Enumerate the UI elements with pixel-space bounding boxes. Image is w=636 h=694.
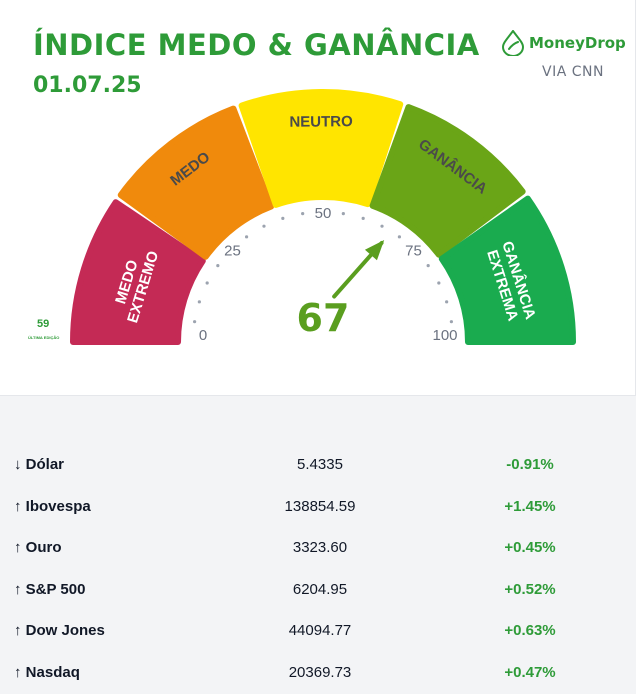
gauge-tick-label: 75 (405, 242, 422, 259)
gauge-dot (301, 212, 305, 216)
page-title: ÍNDICE MEDO & GANÂNCIA (33, 28, 480, 62)
gauge-dot (197, 300, 201, 304)
gauge-tick-label: 0 (199, 327, 207, 344)
asset-name: ↑ Dow Jones (14, 622, 105, 640)
table-row: ↑ Ibovespa 138854.59 +1.45% (0, 486, 636, 528)
trend-arrow-icon: ↑ (14, 497, 22, 515)
table-row: ↑ S&P 500 6204.95 +0.52% (0, 569, 636, 611)
brand-name: MoneyDrop (529, 34, 626, 52)
gauge-dot (397, 235, 402, 239)
asset-change: +0.47% (504, 663, 556, 681)
trend-arrow-icon: ↑ (14, 663, 22, 681)
gauge-segment (438, 195, 576, 345)
table-row: ↑ Nasdaq 20369.73 +0.47% (0, 652, 636, 694)
asset-value: 44094.77 (288, 622, 352, 640)
gauge-needle-head (364, 240, 385, 261)
trend-arrow-icon: ↑ (14, 622, 22, 640)
index-date: 01.07.25 (33, 73, 142, 98)
gauge-dot (361, 216, 365, 220)
asset-change: -0.91% (506, 456, 554, 473)
asset-change: +1.45% (504, 497, 556, 515)
gauge-dot (262, 224, 266, 228)
trend-arrow-icon: ↓ (14, 456, 22, 473)
asset-value: 6204.95 (292, 580, 348, 598)
gauge-segment (238, 89, 404, 208)
asset-value: 138854.59 (284, 497, 356, 515)
gauge-segment (369, 104, 526, 258)
fear-greed-gauge: MEDOEXTREMOMEDONEUTROGANÂNCIAGANÂNCIAEXT… (70, 89, 576, 345)
via-source: VIA CNN (542, 64, 604, 80)
gauge-dot (380, 224, 384, 228)
asset-change: +0.63% (504, 622, 556, 640)
asset-value: 5.4335 (297, 456, 343, 473)
table-row: ↑ Dow Jones 44094.77 +0.63% (0, 610, 636, 652)
table-row: ↓ Dólar 5.4335 -0.91% (0, 444, 636, 486)
previous-label: ÚLTIMA EDIÇÃO (28, 335, 60, 340)
leaf-drop-icon (501, 30, 525, 56)
table-row: ↑ Ouro 3323.60 +0.45% (0, 527, 636, 569)
previous-value: 59 (37, 318, 50, 330)
asset-value: 20369.73 (288, 663, 352, 681)
asset-value: 3323.60 (292, 539, 348, 557)
gauge-segment (70, 199, 206, 345)
gauge-dot (437, 281, 441, 285)
gauge-dot (205, 281, 209, 285)
gauge-dot (244, 235, 249, 239)
gauge-segment (117, 105, 275, 260)
trend-arrow-icon: ↑ (14, 580, 22, 598)
gauge-value: 67 (297, 296, 350, 340)
gauge-dot (341, 212, 345, 216)
gauge-segment-label: NEUTRO (289, 113, 353, 131)
asset-name: ↑ Ibovespa (14, 497, 91, 515)
market-table: ↓ Dólar 5.4335 -0.91% ↑ Ibovespa 138854.… (0, 444, 636, 694)
brand-logo: MoneyDrop (501, 30, 626, 56)
gauge-tick-label: 25 (224, 242, 241, 259)
asset-change: +0.52% (504, 580, 556, 598)
asset-name: ↑ Ouro (14, 539, 62, 557)
gauge-tick-label: 50 (315, 205, 332, 222)
gauge-dot (281, 216, 285, 220)
asset-name: ↑ Nasdaq (14, 663, 80, 681)
gauge-dot (449, 320, 453, 324)
gauge-dot (193, 320, 197, 324)
trend-arrow-icon: ↑ (14, 539, 22, 557)
asset-change: +0.45% (504, 539, 556, 557)
gauge-dot (445, 300, 449, 304)
gauge-dot (216, 263, 220, 268)
asset-name: ↑ S&P 500 (14, 580, 86, 598)
fear-greed-card: ÍNDICE MEDO & GANÂNCIA 01.07.25 MoneyDro… (0, 0, 636, 396)
gauge-dot (426, 263, 430, 268)
asset-name: ↓ Dólar (14, 456, 65, 473)
gauge-tick-label: 100 (432, 327, 457, 344)
